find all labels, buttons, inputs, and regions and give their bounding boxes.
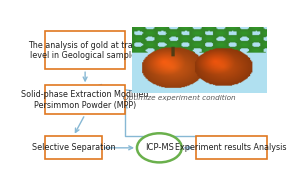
Text: Optimize experiment condition: Optimize experiment condition (123, 94, 236, 101)
Ellipse shape (137, 133, 182, 162)
Text: ICP-MS: ICP-MS (145, 143, 174, 152)
Text: Experiment results Analysis: Experiment results Analysis (175, 143, 287, 152)
Text: The analysis of gold at trace
level in Geological samples: The analysis of gold at trace level in G… (28, 41, 142, 60)
FancyBboxPatch shape (45, 85, 125, 114)
FancyBboxPatch shape (45, 31, 125, 69)
FancyBboxPatch shape (45, 136, 102, 160)
Text: Selective Separation: Selective Separation (32, 143, 115, 152)
FancyBboxPatch shape (196, 136, 267, 160)
Text: Solid-phase Extraction Modified
Persimmon Powder (MPP): Solid-phase Extraction Modified Persimmo… (21, 90, 149, 109)
